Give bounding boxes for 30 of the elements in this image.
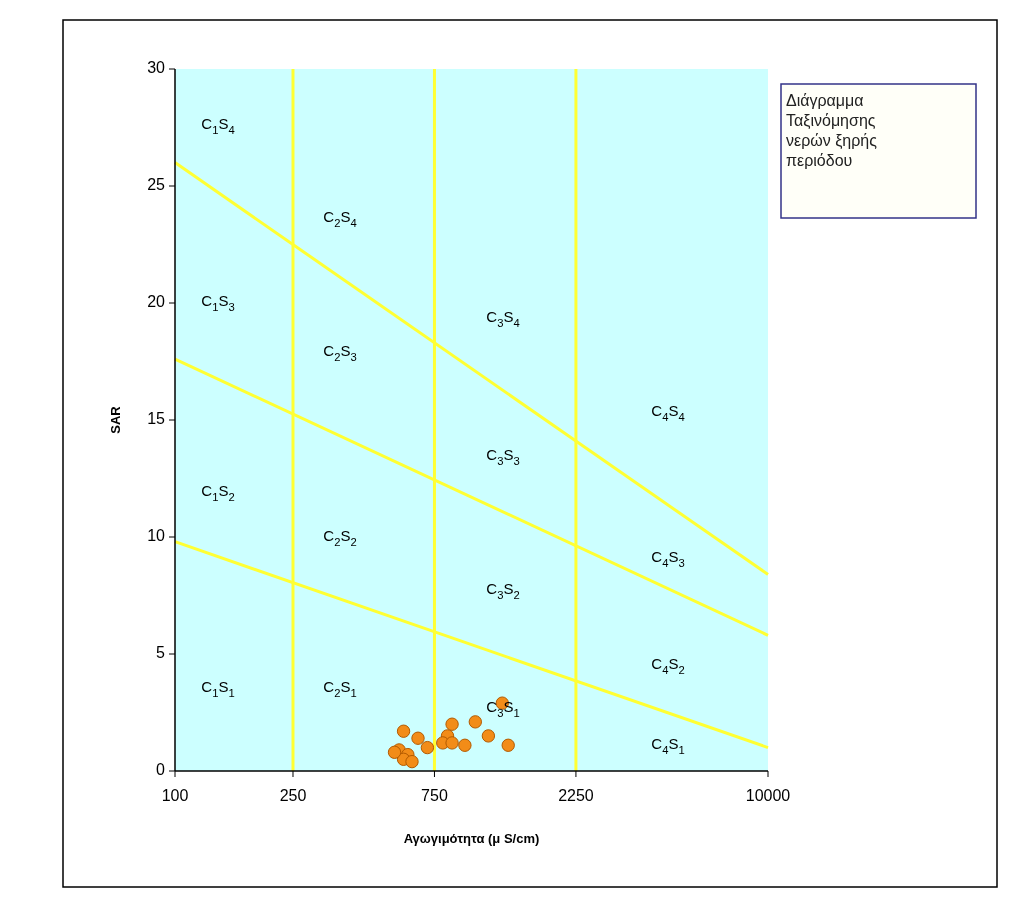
annotation: C$_{4}$S$_{1}$ bbox=[651, 734, 685, 756]
annotation: C$_{1}$S$_{3}$ bbox=[201, 291, 235, 313]
y-tick-label: 15 bbox=[147, 410, 166, 428]
text: Διάγραμμα Ταξινόμησης νερών ξηρής περιόδου bbox=[786, 92, 878, 169]
x-tick-label: 100 bbox=[161, 787, 189, 804]
y-axis-title: SAR bbox=[108, 405, 123, 434]
annotation: C$_{3}$S$_{2}$ bbox=[486, 579, 520, 601]
y-tick-label: 10 bbox=[147, 527, 166, 545]
y-tick-label: 5 bbox=[156, 644, 166, 662]
x-axis-title: Αγωγιμότητα (μ S/cm) bbox=[403, 831, 540, 846]
annotation: C$_{2}$S$_{1}$ bbox=[323, 677, 357, 699]
y-tick-label: 25 bbox=[147, 176, 166, 194]
y-tick-label: 0 bbox=[156, 761, 166, 779]
y-tick-label: 30 bbox=[147, 59, 166, 77]
annotation: C$_{4}$S$_{3}$ bbox=[651, 547, 685, 569]
x-tick-label: 250 bbox=[279, 787, 307, 804]
annotation: C$_{1}$S$_{4}$ bbox=[201, 114, 235, 136]
annotation: C$_{2}$S$_{2}$ bbox=[323, 526, 357, 548]
annotation: C$_{2}$S$_{4}$ bbox=[323, 207, 357, 229]
y-tick-label: 20 bbox=[147, 293, 166, 311]
annotation: C$_{2}$S$_{3}$ bbox=[323, 341, 357, 363]
x-tick-label: 750 bbox=[421, 787, 448, 804]
annotation: C$_{4}$S$_{2}$ bbox=[651, 654, 685, 676]
annotation: C$_{3}$S$_{3}$ bbox=[486, 445, 520, 467]
annotation: C$_{1}$S$_{2}$ bbox=[201, 481, 235, 503]
annotation: C$_{4}$S$_{4}$ bbox=[651, 401, 685, 423]
annotation: C$_{3}$S$_{4}$ bbox=[486, 307, 520, 329]
x-tick-label: 10000 bbox=[745, 787, 791, 804]
x-tick-label: 2250 bbox=[558, 787, 594, 804]
annotation: C$_{1}$S$_{1}$ bbox=[201, 677, 235, 699]
